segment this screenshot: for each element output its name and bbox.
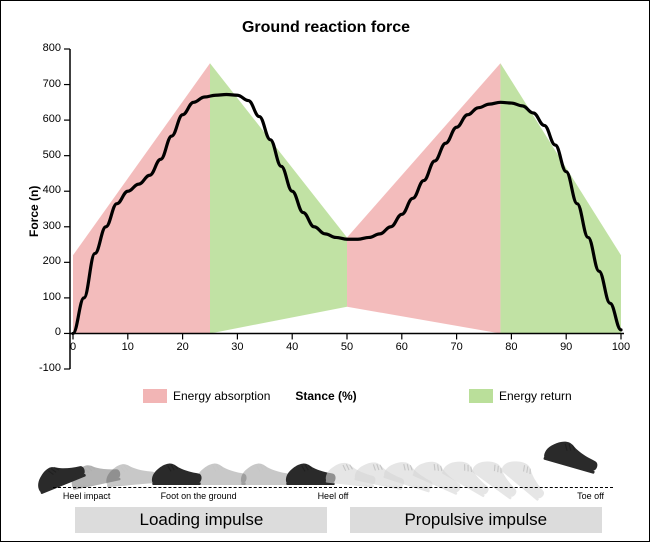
y-tick: 400 — [43, 184, 61, 196]
y-tick: 100 — [43, 291, 61, 303]
band-absorption — [347, 63, 500, 333]
shoe-sequence — [53, 427, 613, 487]
y-tick: -100 — [39, 362, 61, 374]
legend-energy-absorption: Energy absorption — [143, 389, 270, 403]
y-tick: 800 — [43, 42, 61, 54]
phase-label: Heel impact — [37, 491, 137, 501]
y-tick: 500 — [43, 149, 61, 161]
propulsive-impulse-bar: Propulsive impulse — [350, 507, 602, 533]
x-tick: 10 — [118, 341, 138, 353]
y-tick: 600 — [43, 113, 61, 125]
x-tick: 50 — [337, 341, 357, 353]
shoe-icon — [539, 429, 606, 477]
phase-label: Foot on the ground — [149, 491, 249, 501]
band-return — [210, 63, 347, 333]
y-tick: 300 — [43, 220, 61, 232]
phase-label: Toe off — [541, 491, 641, 501]
y-tick: 0 — [55, 326, 61, 338]
x-tick: 90 — [556, 341, 576, 353]
x-tick: 0 — [63, 341, 83, 353]
x-tick: 70 — [447, 341, 467, 353]
y-tick: 200 — [43, 255, 61, 267]
chart-svg — [13, 9, 639, 429]
x-tick: 100 — [611, 341, 631, 353]
y-tick: 700 — [43, 78, 61, 90]
ground-line — [53, 487, 613, 488]
swatch-absorption — [143, 389, 167, 403]
phase-label: Heel off — [283, 491, 383, 501]
x-tick: 30 — [227, 341, 247, 353]
x-tick: 20 — [173, 341, 193, 353]
x-tick: 40 — [282, 341, 302, 353]
figure-frame: Ground reaction force Force (n) Stance (… — [0, 0, 650, 542]
legend-energy-return: Energy return — [469, 389, 572, 403]
x-tick: 60 — [392, 341, 412, 353]
legend-return-label: Energy return — [499, 389, 572, 403]
legend-absorption-label: Energy absorption — [173, 389, 270, 403]
gait-illustration: Heel impact Foot on the ground Heel off Toe… — [13, 427, 639, 541]
loading-impulse-bar: Loading impulse — [75, 507, 327, 533]
swatch-return — [469, 389, 493, 403]
x-tick: 80 — [501, 341, 521, 353]
chart-area: Ground reaction force Force (n) Stance (… — [13, 9, 639, 429]
